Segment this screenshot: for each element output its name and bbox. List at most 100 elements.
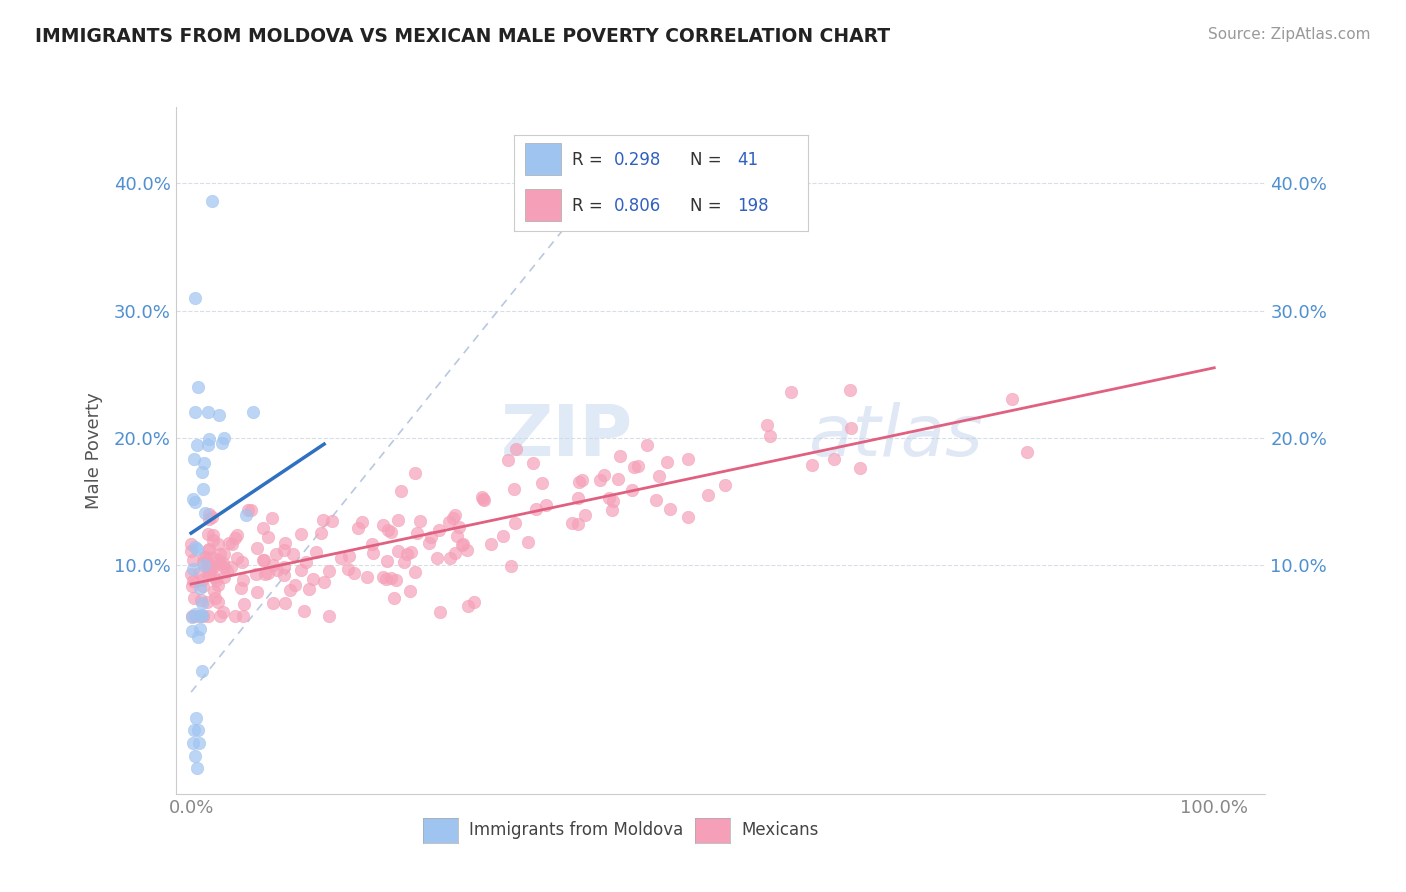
Point bbox=[441, 511, 464, 525]
Point bbox=[184, 291, 207, 305]
Point bbox=[183, 562, 205, 576]
Point bbox=[395, 548, 418, 562]
Point bbox=[294, 604, 316, 618]
Point bbox=[181, 579, 204, 593]
Point bbox=[202, 527, 225, 541]
Point bbox=[201, 559, 224, 574]
Text: ZIP: ZIP bbox=[501, 402, 633, 471]
Point bbox=[439, 551, 461, 566]
Point bbox=[207, 577, 229, 591]
Point bbox=[181, 553, 204, 567]
Point bbox=[191, 596, 214, 610]
Point bbox=[183, 591, 205, 605]
Point bbox=[191, 573, 214, 587]
Point bbox=[312, 513, 335, 527]
Point bbox=[337, 562, 360, 576]
Point bbox=[522, 457, 544, 471]
Point bbox=[657, 455, 679, 469]
Point bbox=[418, 536, 440, 550]
Point bbox=[636, 438, 658, 452]
Point bbox=[190, 608, 212, 623]
Text: R =: R = bbox=[572, 151, 609, 169]
Point bbox=[621, 483, 644, 497]
Point bbox=[245, 567, 267, 582]
Point bbox=[598, 491, 620, 505]
Point bbox=[567, 491, 589, 506]
Point bbox=[217, 564, 239, 578]
Point bbox=[530, 476, 553, 491]
Point bbox=[193, 482, 215, 496]
Point bbox=[187, 630, 209, 644]
Point bbox=[387, 513, 409, 527]
Point bbox=[181, 610, 204, 624]
Point bbox=[371, 518, 394, 533]
Point bbox=[205, 573, 228, 587]
Point bbox=[201, 510, 224, 524]
Point bbox=[219, 559, 242, 574]
Point bbox=[253, 553, 276, 567]
Point bbox=[195, 555, 218, 569]
Point bbox=[273, 542, 295, 557]
Point bbox=[779, 385, 801, 400]
Text: 198: 198 bbox=[737, 196, 769, 215]
Point bbox=[207, 594, 229, 608]
Point bbox=[193, 558, 215, 573]
Point bbox=[305, 545, 328, 559]
Point bbox=[356, 569, 378, 583]
Point bbox=[188, 622, 211, 636]
Point bbox=[212, 431, 235, 445]
Point bbox=[204, 584, 226, 599]
Point bbox=[191, 579, 214, 593]
Point bbox=[600, 503, 623, 517]
Point bbox=[337, 549, 360, 564]
Point bbox=[589, 473, 612, 487]
Point bbox=[801, 458, 824, 473]
Point bbox=[676, 509, 699, 524]
Point bbox=[352, 515, 374, 529]
Point bbox=[187, 723, 209, 738]
Point bbox=[318, 608, 340, 623]
Point bbox=[375, 572, 398, 586]
Point bbox=[180, 544, 202, 558]
Text: R =: R = bbox=[572, 196, 609, 215]
Point bbox=[609, 449, 631, 463]
Point bbox=[188, 736, 211, 750]
Point bbox=[188, 566, 211, 581]
Point bbox=[211, 435, 233, 450]
Point bbox=[183, 451, 205, 466]
Point bbox=[309, 526, 332, 541]
Point bbox=[439, 515, 461, 529]
Point bbox=[197, 608, 219, 623]
Y-axis label: Male Poverty: Male Poverty bbox=[84, 392, 103, 508]
Point bbox=[346, 520, 368, 534]
Point bbox=[191, 664, 214, 678]
Point bbox=[823, 451, 845, 466]
Point bbox=[312, 574, 335, 589]
Point bbox=[645, 492, 668, 507]
Point bbox=[492, 529, 515, 543]
Text: 0.298: 0.298 bbox=[613, 151, 661, 169]
Point bbox=[218, 536, 240, 550]
Point bbox=[193, 456, 215, 470]
Point bbox=[391, 484, 413, 499]
Point bbox=[714, 477, 737, 491]
Point bbox=[198, 512, 221, 526]
Point bbox=[451, 537, 474, 551]
Point bbox=[330, 550, 353, 565]
Point bbox=[377, 523, 399, 537]
Point bbox=[472, 492, 495, 507]
Point bbox=[321, 514, 343, 528]
Point bbox=[571, 473, 593, 487]
Point bbox=[200, 566, 222, 581]
Point bbox=[380, 570, 402, 584]
Point bbox=[224, 608, 246, 623]
Point bbox=[197, 405, 219, 419]
Point bbox=[405, 526, 427, 541]
Point bbox=[180, 566, 202, 581]
Point bbox=[375, 553, 398, 567]
Point bbox=[200, 560, 222, 574]
Point bbox=[392, 555, 415, 569]
Point bbox=[184, 607, 207, 622]
Point bbox=[184, 748, 207, 763]
Point bbox=[201, 533, 224, 547]
